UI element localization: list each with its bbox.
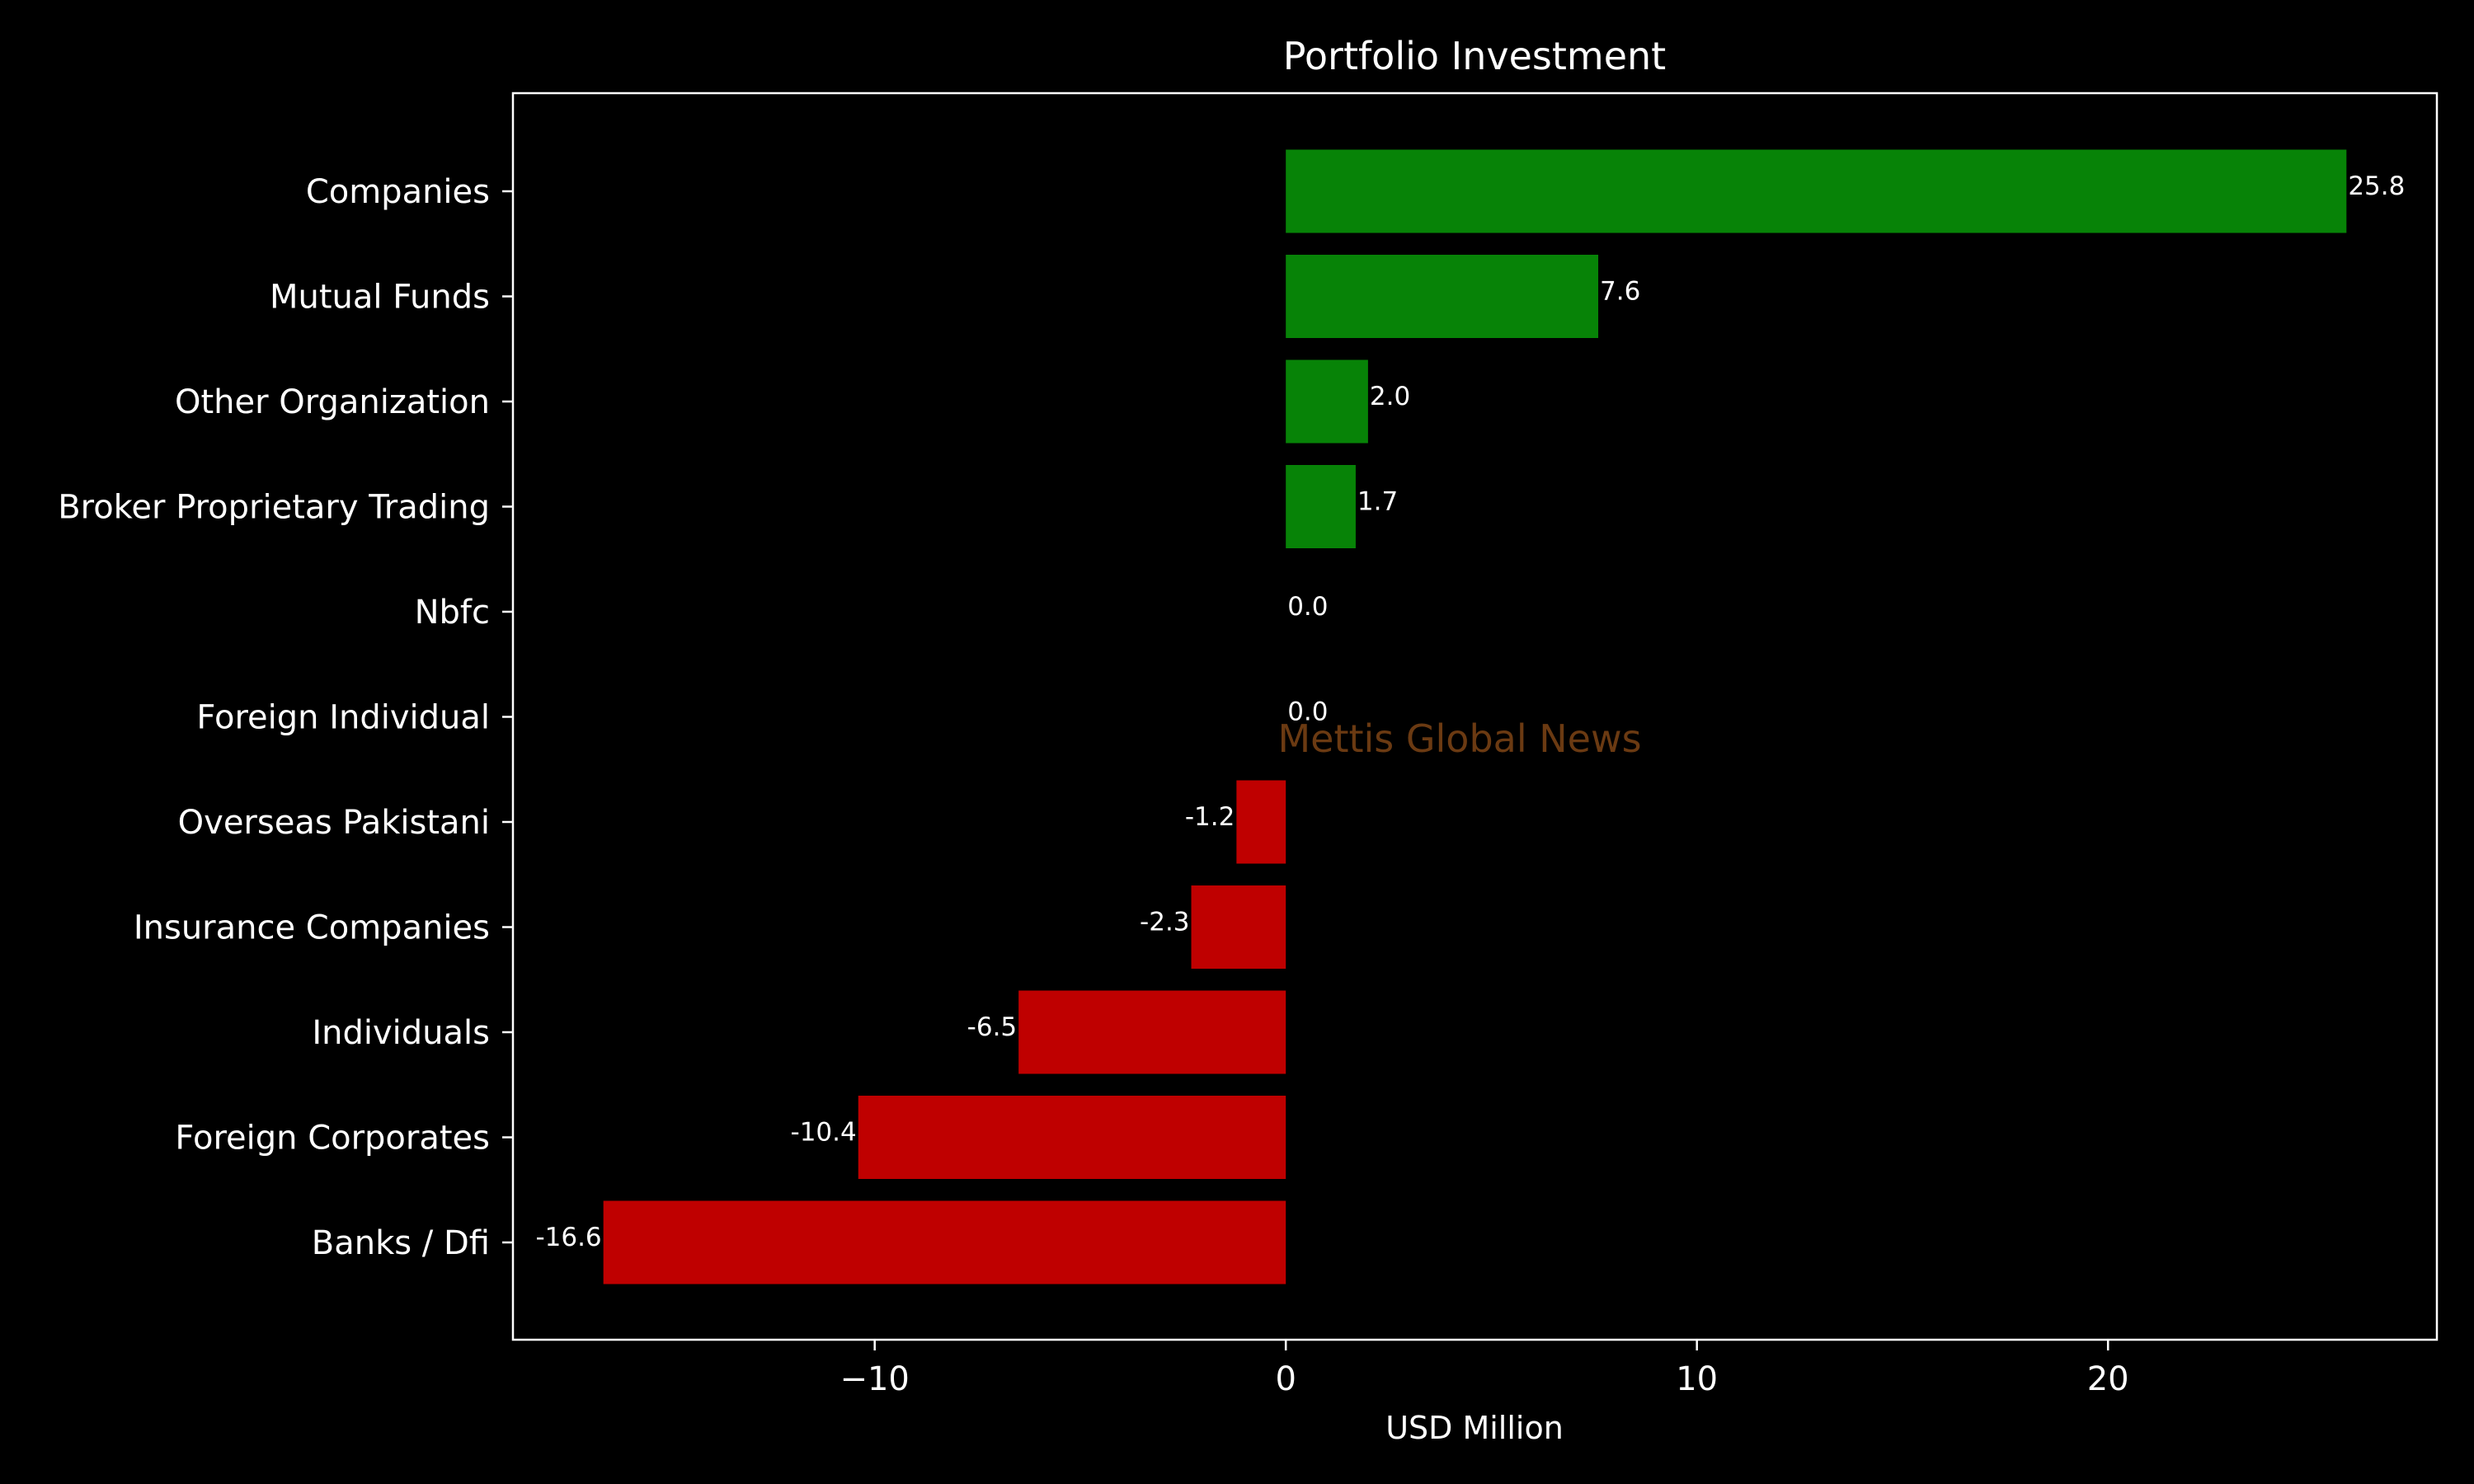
x-axis: −10 0 10 20	[840, 1340, 2129, 1398]
y-tick-label-overseas-pakistani: Overseas Pakistani	[178, 804, 490, 842]
y-axis: Companies Mutual Funds Other Organization B…	[58, 173, 513, 1262]
value-label-banks-dfi: -16.6	[535, 1223, 601, 1252]
x-tick-label-3: 20	[2087, 1360, 2129, 1398]
value-label-broker-proprietary-trading: 1.7	[1357, 487, 1398, 517]
y-tick-label-foreign-corporates: Foreign Corporates	[175, 1120, 490, 1158]
y-tick-label-banks-dfi: Banks / Dfi	[312, 1224, 490, 1262]
y-tick-label-individuals: Individuals	[312, 1014, 490, 1052]
value-label-foreign-individual: 0.0	[1287, 697, 1328, 727]
value-label-mutual-funds: 7.6	[1600, 277, 1640, 307]
value-label-insurance-companies: -2.3	[1140, 908, 1190, 937]
value-label-companies: 25.8	[2348, 171, 2405, 201]
x-tick-label-0: −10	[840, 1360, 909, 1398]
bar-individuals	[1018, 990, 1286, 1074]
x-axis-label: USD Million	[1385, 1410, 1564, 1446]
y-tick-label-foreign-individual: Foreign Individual	[196, 699, 490, 737]
x-tick-label-2: 10	[1676, 1360, 1718, 1398]
bar-companies	[1286, 149, 2347, 233]
y-tick-label-insurance-companies: Insurance Companies	[134, 909, 490, 947]
y-tick-label-broker-proprietary-trading: Broker Proprietary Trading	[58, 489, 490, 527]
bar-insurance-companies	[1191, 885, 1286, 969]
y-tick-label-companies: Companies	[306, 173, 490, 211]
chart-title: Portfolio Investment	[1283, 34, 1666, 78]
y-tick-label-mutual-funds: Mutual Funds	[270, 279, 490, 317]
value-label-overseas-pakistani: -1.2	[1185, 802, 1235, 832]
bar-banks-dfi	[603, 1200, 1286, 1284]
bar-other-organization	[1286, 359, 1368, 444]
watermark-text: Mettis Global News	[1277, 716, 1641, 761]
bar-mutual-funds	[1286, 255, 1599, 338]
bar-overseas-pakistani	[1236, 780, 1286, 864]
y-tick-label-nbfc: Nbfc	[415, 594, 490, 632]
bar-broker-proprietary-trading	[1286, 465, 1356, 548]
bars-layer	[603, 149, 2347, 1284]
value-label-other-organization: 2.0	[1370, 382, 1410, 411]
value-label-nbfc: 0.0	[1287, 592, 1328, 622]
value-labels-layer: 25.8 7.6 2.0 1.7 0.0 0.0 -1.2 -2.3 -6.5 -10.4 -16.…	[535, 171, 2405, 1252]
y-tick-label-other-organization: Other Organization	[175, 383, 490, 421]
value-label-foreign-corporates: -10.4	[791, 1118, 857, 1148]
value-label-individuals: -6.5	[967, 1012, 1018, 1042]
bar-foreign-corporates	[858, 1096, 1286, 1179]
x-tick-label-1: 0	[1275, 1360, 1296, 1398]
